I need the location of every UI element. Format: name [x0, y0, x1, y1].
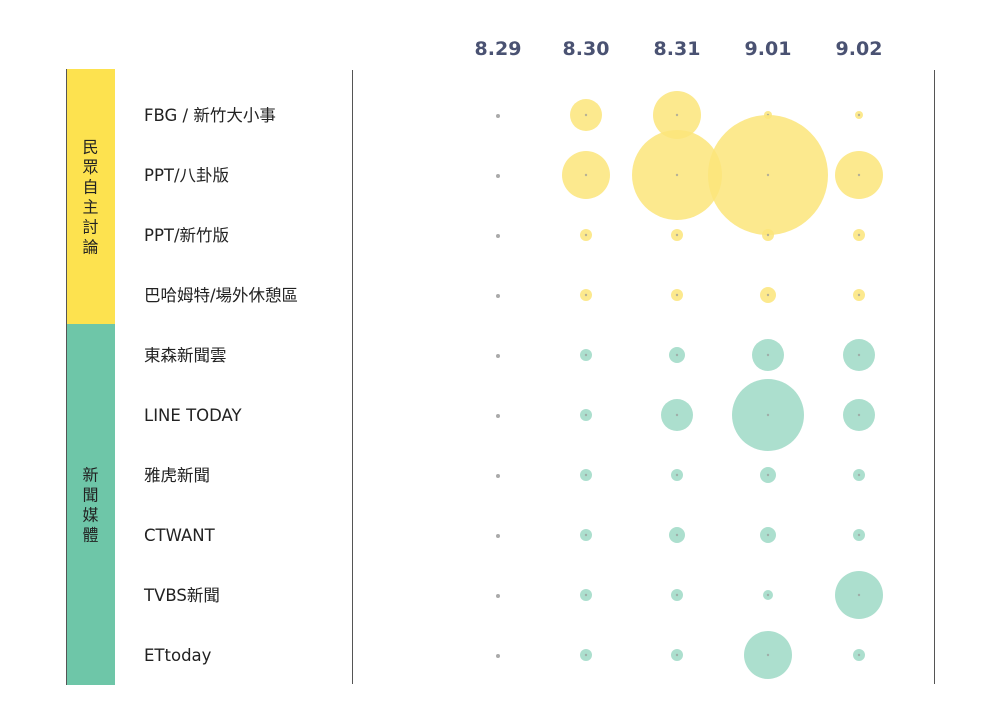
zero-value-dot	[496, 114, 500, 118]
bubble-center-dot	[675, 113, 679, 117]
date-label: 8.30	[563, 38, 610, 60]
bubble-center-dot	[857, 233, 861, 237]
date-label: 8.31	[654, 38, 701, 60]
zero-value-dot	[496, 354, 500, 358]
bubble-center-dot	[675, 473, 679, 477]
bubble-center-dot	[766, 653, 770, 657]
bubble-center-dot	[675, 593, 679, 597]
date-label: 8.29	[475, 38, 522, 60]
bubble-center-dot	[857, 113, 861, 117]
bubble-center-dot	[675, 233, 679, 237]
zero-value-dot	[496, 414, 500, 418]
zero-value-dot	[496, 234, 500, 238]
row-label: 東森新聞雲	[144, 346, 227, 365]
bubble-center-dot	[857, 353, 861, 357]
bubble-center-dot	[857, 413, 861, 417]
bubble-center-dot	[584, 533, 588, 537]
bubble-center-dot	[584, 653, 588, 657]
zero-value-dot	[496, 174, 500, 178]
bubble-center-dot	[766, 593, 770, 597]
zero-value-dot	[496, 654, 500, 658]
bubble-center-dot	[675, 653, 679, 657]
bubble-center-dot	[584, 413, 588, 417]
bubble-center-dot	[766, 293, 770, 297]
group-label: 新聞媒體	[82, 466, 98, 545]
date-label: 9.01	[745, 38, 792, 60]
date-label: 9.02	[836, 38, 883, 60]
bubble-center-dot	[766, 413, 770, 417]
bubble-center-dot	[675, 293, 679, 297]
bubble-center-dot	[675, 413, 679, 417]
bubble-center-dot	[584, 293, 588, 297]
bubble-center-dot	[584, 473, 588, 477]
zero-value-dot	[496, 534, 500, 538]
bubble-center-dot	[584, 173, 588, 177]
bubble-center-dot	[857, 173, 861, 177]
row-label: LINE TODAY	[144, 406, 243, 425]
bubble-center-dot	[766, 533, 770, 537]
bubble-center-dot	[675, 173, 679, 177]
row-label: CTWANT	[144, 526, 216, 545]
bubble-center-dot	[766, 473, 770, 477]
bubble-center-dot	[584, 593, 588, 597]
bubble-center-dot	[857, 473, 861, 477]
bubble-center-dot	[584, 353, 588, 357]
row-label: FBG / 新竹大小事	[144, 106, 276, 125]
bubble-center-dot	[584, 113, 588, 117]
bubble-center-dot	[857, 293, 861, 297]
bubble-center-dot	[675, 353, 679, 357]
row-label: PPT/八卦版	[144, 166, 229, 185]
bubble-center-dot	[857, 653, 861, 657]
zero-value-dot	[496, 294, 500, 298]
bubble-center-dot	[584, 233, 588, 237]
zero-value-dot	[496, 594, 500, 598]
zero-value-dot	[496, 474, 500, 478]
row-label: PPT/新竹版	[144, 226, 229, 245]
bubble-center-dot	[675, 533, 679, 537]
bubble-center-dot	[766, 173, 770, 177]
group-color-bar	[66, 324, 115, 685]
bubble-center-dot	[766, 353, 770, 357]
group-color-bar	[66, 69, 115, 324]
row-label: 雅虎新聞	[144, 466, 210, 485]
bubble-center-dot	[857, 533, 861, 537]
bubble-center-dot	[857, 593, 861, 597]
row-label: TVBS新聞	[143, 586, 220, 605]
row-label: ETtoday	[144, 646, 212, 665]
bubble-center-dot	[766, 233, 770, 237]
row-label: 巴哈姆特/場外休憩區	[144, 286, 298, 305]
group-label: 民眾自主討論	[82, 138, 98, 257]
